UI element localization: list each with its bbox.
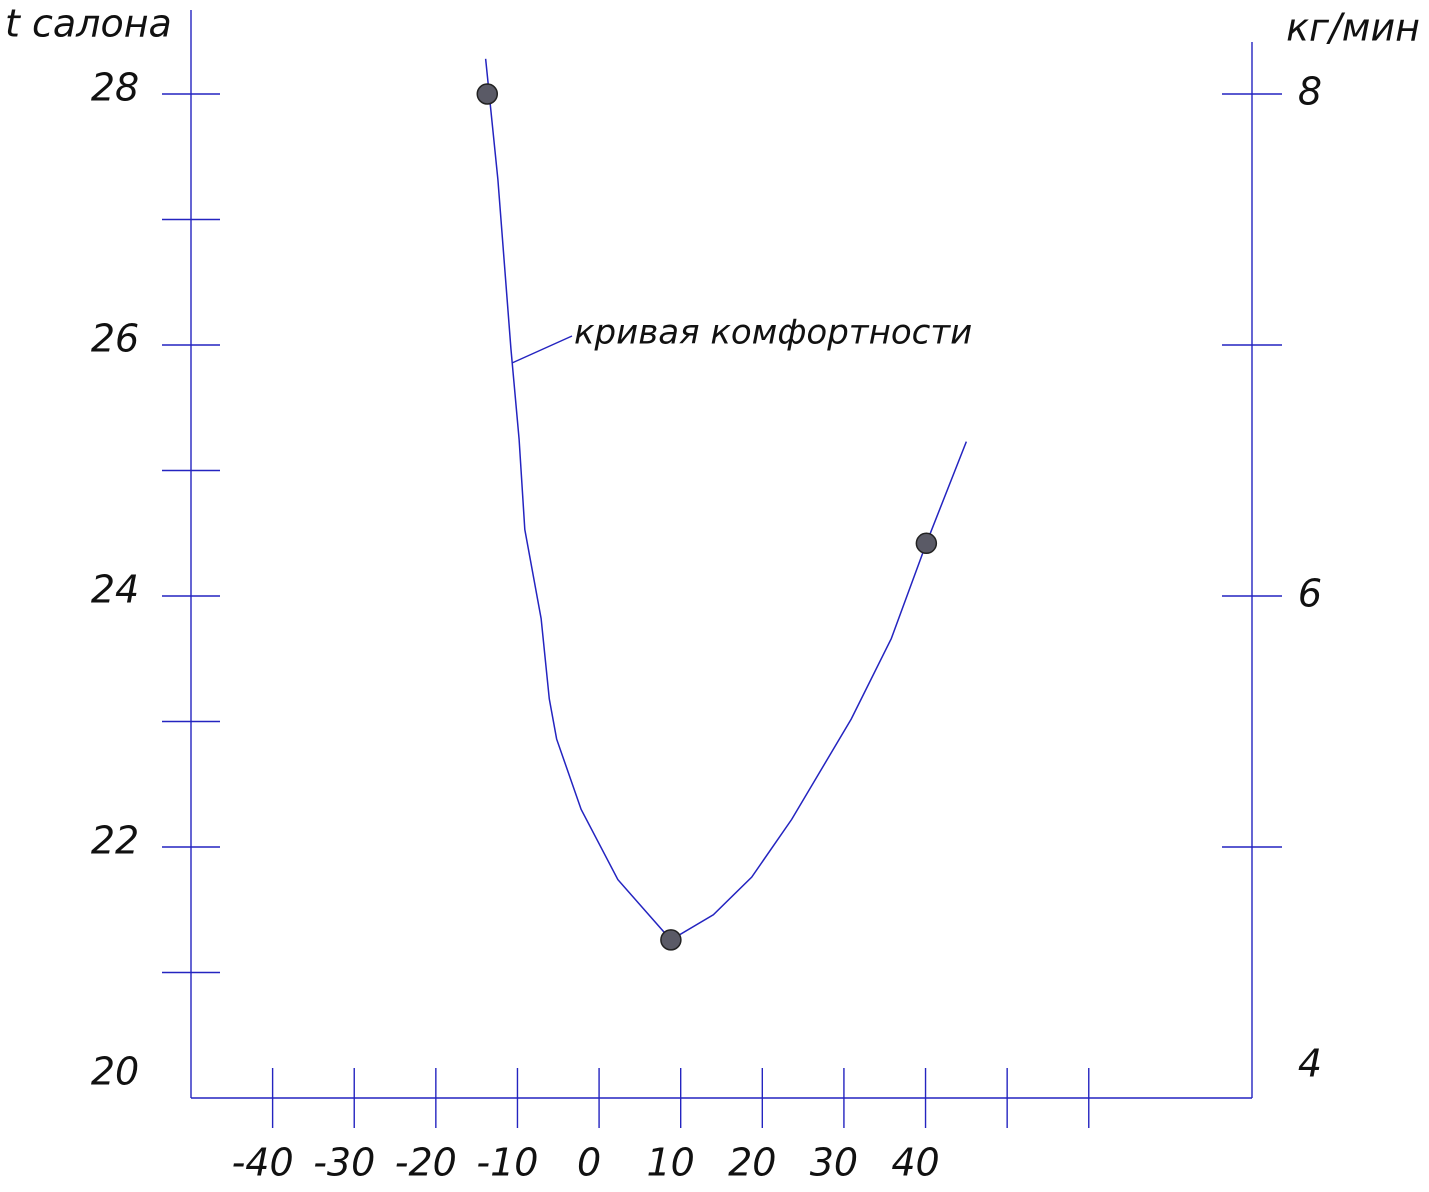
- data-point: [915, 532, 938, 555]
- y2-axis-label: кг/мин: [1286, 6, 1420, 50]
- x-tick-label: 30: [810, 1141, 858, 1185]
- x-tick-label: 20: [728, 1141, 776, 1185]
- curve: [484, 58, 968, 941]
- y-tick-label: 20: [91, 1050, 139, 1094]
- y2-tick-label: 4: [1298, 1042, 1322, 1086]
- annotation-leader: [511, 335, 573, 364]
- x-tick-label: -10: [476, 1141, 538, 1185]
- y-tick-label: 28: [91, 66, 139, 110]
- data-point: [660, 929, 682, 951]
- x-tick-label: 10: [647, 1141, 695, 1185]
- x-tick-label: -30: [313, 1141, 375, 1185]
- x-tick-label: -40: [232, 1141, 294, 1185]
- y2-tick-label: 6: [1298, 572, 1322, 616]
- y2-tick-label: 8: [1298, 70, 1322, 114]
- x-tick-label: 0: [577, 1141, 601, 1185]
- y-tick-label: 24: [91, 568, 139, 612]
- y-tick-label: 26: [91, 317, 139, 361]
- y-tick-label: 22: [91, 819, 139, 863]
- y-axis-label: t салона: [5, 2, 172, 46]
- data-point: [476, 83, 499, 105]
- x-tick-label: 40: [891, 1141, 939, 1185]
- x-tick-label: -20: [395, 1141, 457, 1185]
- curve-annotation: кривая комфортности: [574, 313, 972, 353]
